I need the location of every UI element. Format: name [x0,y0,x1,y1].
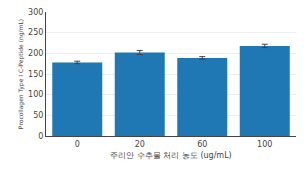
svg-text:주리안 수추물 처리 농도 (ug/mL): 주리안 수추물 처리 농도 (ug/mL) [110,151,232,160]
svg-text:150: 150 [28,70,43,79]
svg-text:0: 0 [38,132,43,141]
svg-text:250: 250 [28,28,43,37]
svg-text:300: 300 [28,8,43,17]
svg-text:100: 100 [28,90,43,99]
svg-text:20: 20 [135,140,145,149]
svg-text:200: 200 [28,49,43,58]
svg-text:100: 100 [257,140,272,149]
svg-text:0: 0 [75,140,80,149]
svg-text:Procollagen Type I C-Peptide (: Procollagen Type I C-Peptide (ng/mL) [17,19,25,129]
svg-text:50: 50 [33,111,43,120]
svg-text:60: 60 [197,140,207,149]
